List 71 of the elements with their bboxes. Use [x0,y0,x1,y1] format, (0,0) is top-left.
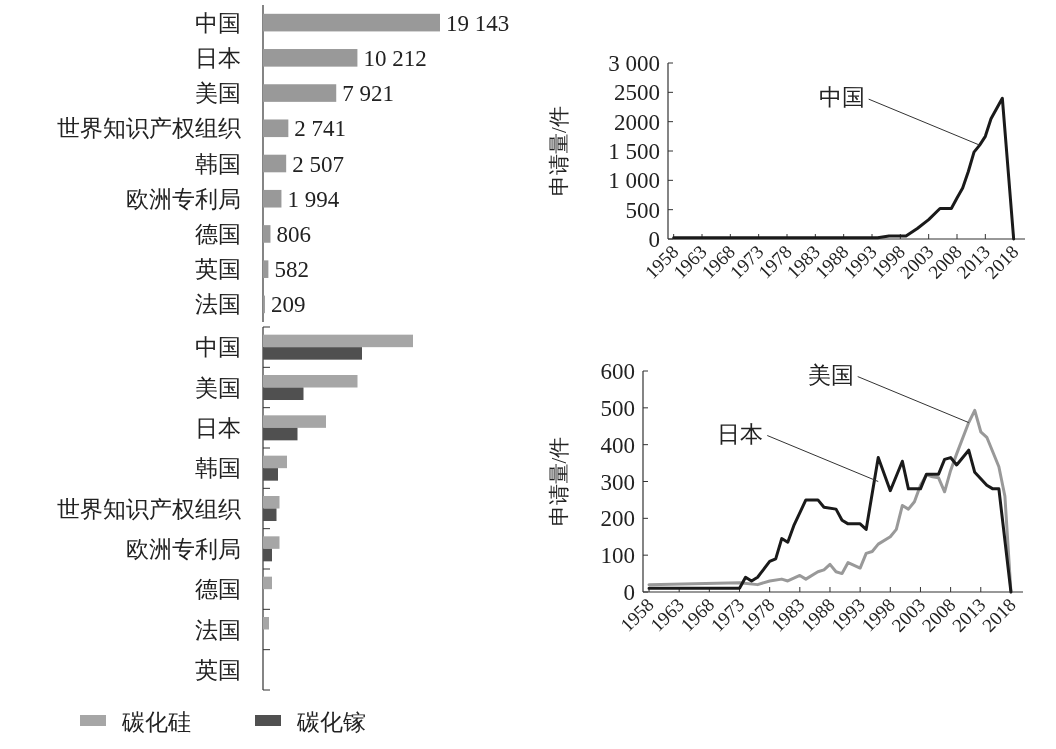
data-label: 2 507 [292,151,344,177]
bar [263,548,272,562]
bar [263,84,337,102]
bar [263,260,269,278]
y-tick-label: 美国 [195,375,241,401]
bar [263,455,287,469]
bar [263,154,287,173]
data-label: 582 [274,257,309,283]
y-tick-label: 200 [600,506,635,532]
y-tick-label: 2500 [614,80,660,106]
bar [263,576,272,590]
y-tick-label: 500 [625,197,660,223]
y-axis-title: 申请量/件 [547,436,571,527]
annotation: 日本 [717,421,764,447]
bar [263,13,440,32]
y-tick-label: 500 [600,395,635,421]
y-tick-label: 欧洲专利局 [126,536,241,562]
bar [263,189,282,208]
bar [263,617,269,630]
y-tick-label: 300 [600,469,635,495]
y-tick-label: 1 000 [608,168,660,194]
bar [263,468,278,481]
bar [263,225,271,243]
line-series [647,448,1013,594]
y-axis-title: 申请量/件 [547,106,571,196]
bar [263,387,304,400]
data-label: 10 212 [363,45,427,71]
y-tick-label: 英国 [195,257,241,283]
y-tick-label: 世界知识产权组织 [57,116,241,142]
y-tick-label: 中国 [195,10,241,36]
bar [263,334,413,348]
y-tick-label: 美国 [195,81,241,107]
bar [263,427,298,441]
y-tick-label: 欧洲专利局 [126,186,241,212]
data-label: 209 [270,292,306,318]
data-label: 1 994 [287,186,340,212]
bar [263,347,362,360]
data-label: 19 143 [446,10,510,36]
y-tick-label: 韩国 [195,456,241,482]
bar [263,49,358,67]
y-tick-label: 中国 [195,335,241,361]
legend-label: 碳化硅 [121,710,191,735]
annotation: 中国 [818,85,865,111]
y-tick-label: 400 [600,432,635,458]
y-tick-label: 2000 [614,109,660,135]
bar [263,496,280,509]
y-tick-label: 0 [623,580,635,605]
bar [263,415,326,428]
y-tick-label: 世界知识产权组织 [57,496,241,522]
legend-label: 碳化镓 [296,710,366,735]
y-tick-label: 日本 [195,415,241,441]
bar [263,375,358,388]
bar [263,119,289,138]
y-tick-label: 0 [648,227,660,252]
y-tick-label: 韩国 [195,151,241,177]
data-label: 2 741 [294,116,347,142]
bar [263,508,277,521]
y-tick-label: 法国 [195,292,241,318]
annotation: 美国 [807,362,854,388]
data-label: 806 [276,221,311,247]
y-tick-label: 德国 [195,221,241,247]
bar [263,536,280,549]
y-tick-label: 1 500 [608,139,660,164]
y-tick-label: 德国 [195,577,241,603]
y-tick-label: 600 [600,359,635,384]
data-label: 7 921 [342,81,394,107]
y-tick-label: 法国 [195,617,241,643]
y-tick-label: 3 000 [608,51,660,76]
y-tick-label: 日本 [195,45,241,71]
y-tick-label: 100 [600,543,635,569]
y-tick-label: 英国 [195,657,241,683]
